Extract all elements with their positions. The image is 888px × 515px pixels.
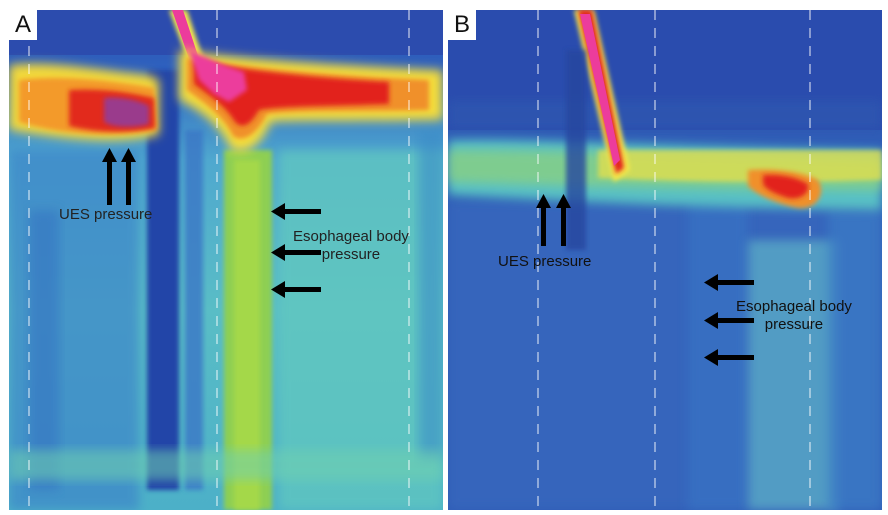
ues-pressure-label: UES pressure	[59, 206, 153, 223]
panel-letter: A	[9, 10, 37, 40]
esophageal-body-pressure-label: Esophageal body pressure	[736, 298, 852, 334]
esophageal-label-line-2: pressure	[764, 316, 824, 333]
panel-b: B UES pressure Esophageal body pressure	[448, 10, 882, 510]
panel-a: A UES pressure Esophageal body pressure	[9, 10, 443, 510]
pressure-topography-a	[9, 10, 443, 510]
esophageal-label-line-1: Esophageal body	[736, 298, 852, 315]
esophageal-label-line-1: Esophageal body	[293, 228, 409, 245]
esophageal-arrows	[704, 274, 754, 366]
esophageal-body-pressure-label: Esophageal body pressure	[293, 228, 409, 264]
panel-letter: B	[448, 10, 476, 40]
ues-pressure-label: UES pressure	[498, 253, 592, 270]
ues-arrows	[102, 148, 136, 205]
pressure-topography-b	[448, 10, 882, 510]
esophageal-arrows	[271, 203, 321, 298]
esophageal-label-line-2: pressure	[321, 246, 381, 263]
ues-arrows	[536, 194, 571, 246]
